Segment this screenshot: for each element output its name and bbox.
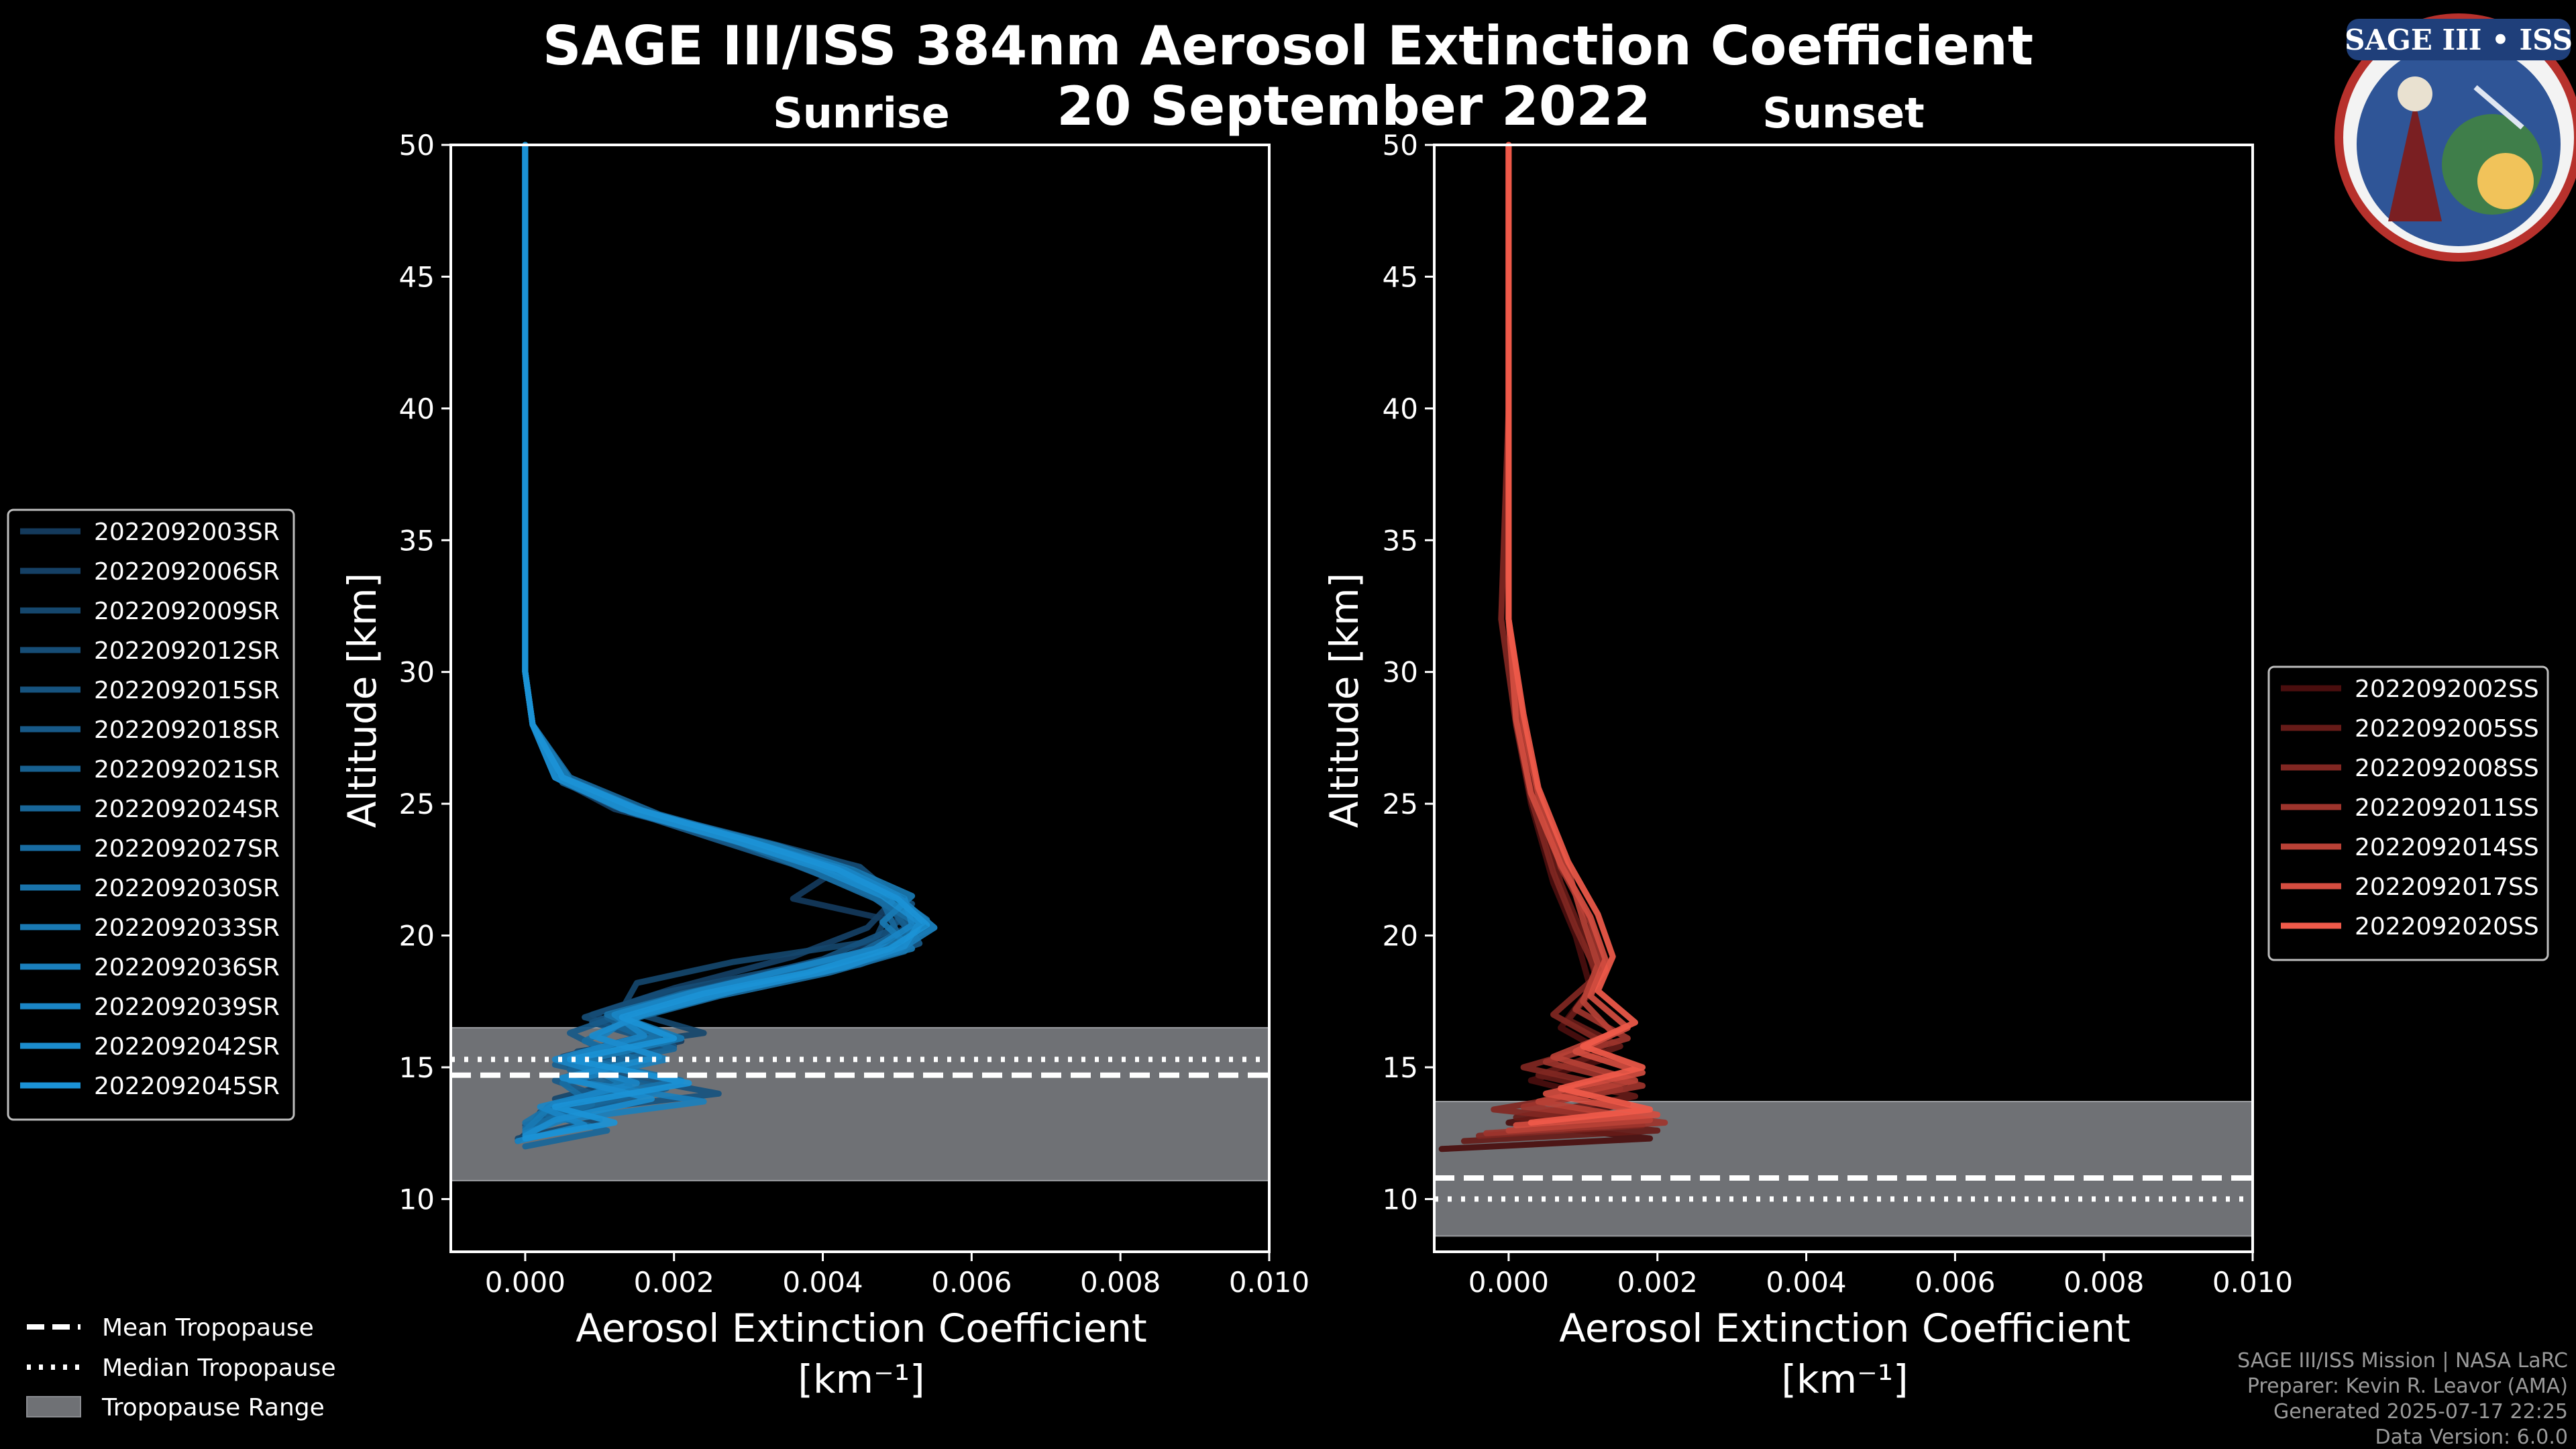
credits: SAGE III/ISS Mission | NASA LaRC Prepare… <box>2237 1349 2568 1449</box>
sunrise-ytick-label: 45 <box>399 260 435 293</box>
sunrise-legend-label: 2022092033SR <box>94 914 280 942</box>
sunset-legend-label: 2022092008SS <box>2355 755 2539 782</box>
sunset-legend-label: 2022092020SS <box>2355 913 2539 941</box>
sunrise-xtick-label: 0.006 <box>931 1266 1012 1299</box>
sunset-axes-frame <box>1433 144 2254 1253</box>
sunrise-xtick-label: 0.002 <box>634 1266 714 1299</box>
sunset-legend: 2022092002SS 2022092005SS 2022092008SS 2022… <box>2267 665 2549 961</box>
sunset-panel: 0.000 0.002 0.004 0.006 0.008 0.010 10 15 20 25 30… <box>1383 129 2294 1299</box>
credit-line-4: Data Version: 6.0.0 <box>2375 1426 2568 1449</box>
sunset-xtick-label: 0.000 <box>1468 1266 1549 1299</box>
logo-figure <box>2388 101 2442 221</box>
logo-figure-head <box>2398 76 2432 111</box>
sunrise-ytick-label: 20 <box>399 920 435 953</box>
sunrise-legend-label: 2022092024SR <box>94 796 280 823</box>
sunset-xtick-label: 0.004 <box>1766 1266 1846 1299</box>
sunset-panel-title: Sunset <box>1762 89 1925 138</box>
sunrise-legend-label: 2022092045SR <box>94 1073 280 1100</box>
sunset-legend-label: 2022092005SS <box>2355 715 2539 743</box>
sunset-xlabel-units: [km⁻¹] <box>1781 1356 1908 1402</box>
sunset-ytick-label: 20 <box>1383 920 1418 953</box>
sunrise-legend-label: 2022092027SR <box>94 835 280 863</box>
sage-logo: SAGE III • ISS <box>2334 13 2576 262</box>
logo-station <box>2473 85 2524 130</box>
tropopause-range-label: Tropopause Range <box>101 1394 325 1421</box>
tropopause-legend: Mean Tropopause Median Tropopause Tropop… <box>26 1314 336 1421</box>
figure-title: SAGE III/ISS 384nm Aerosol Extinction Co… <box>543 15 2033 77</box>
sunrise-xtick-label: 0.004 <box>782 1266 863 1299</box>
sunset-profile-line <box>1505 142 1654 1126</box>
sunrise-xtick-label: 0.008 <box>1080 1266 1161 1299</box>
sunset-xtick-label: 0.006 <box>1915 1266 1995 1299</box>
sunset-ytick-label: 30 <box>1383 656 1418 689</box>
sunset-legend-label: 2022092011SS <box>2355 794 2539 822</box>
sunrise-ytick-label: 30 <box>399 656 435 689</box>
sunrise-legend-label: 2022092009SR <box>94 598 280 625</box>
sunset-ylabel: Altitude [km] <box>1322 573 1367 828</box>
sunrise-ytick-label: 40 <box>399 392 435 425</box>
mean-tropopause-label: Mean Tropopause <box>102 1314 314 1342</box>
sunrise-legend-label: 2022092006SR <box>94 558 280 586</box>
credit-line-3: Generated 2025-07-17 22:25 <box>2273 1400 2568 1424</box>
sunset-xtick-label: 0.010 <box>2212 1266 2293 1299</box>
sunset-ytick-label: 50 <box>1383 129 1418 162</box>
sunset-legend-label: 2022092014SS <box>2355 834 2539 861</box>
sunrise-ytick-label: 35 <box>399 524 435 557</box>
tropopause-range-swatch <box>26 1396 81 1417</box>
sunrise-legend-label: 2022092021SR <box>94 756 280 784</box>
sunset-legend-label: 2022092002SS <box>2355 676 2539 703</box>
sunset-legend-label: 2022092017SS <box>2355 873 2539 901</box>
sunrise-ytick-label: 25 <box>399 788 435 820</box>
sunrise-xlabel-units: [km⁻¹] <box>798 1356 924 1402</box>
sunrise-xtick-label: 0.010 <box>1229 1266 1309 1299</box>
credit-line-2: Preparer: Kevin R. Leavor (AMA) <box>2247 1375 2568 1398</box>
logo-sun <box>2477 153 2534 209</box>
sunrise-ytick-label: 15 <box>399 1051 435 1084</box>
median-tropopause-label: Median Tropopause <box>102 1354 336 1382</box>
sunset-ytick-label: 15 <box>1383 1051 1418 1084</box>
logo-banner <box>2347 19 2571 60</box>
sunset-ytick-label: 25 <box>1383 788 1418 820</box>
sunrise-panel-title: Sunrise <box>773 89 950 138</box>
credit-line-1: SAGE III/ISS Mission | NASA LaRC <box>2237 1349 2568 1373</box>
sunset-ytick-label: 35 <box>1383 524 1418 557</box>
sunrise-ytick-label: 50 <box>399 129 435 162</box>
sunrise-legend-label: 2022092015SR <box>94 677 280 704</box>
sunrise-panel: 0.000 0.002 0.004 0.006 0.008 0.010 10 15 20 25 30… <box>399 129 1310 1299</box>
sunrise-legend-label: 2022092039SR <box>94 994 280 1021</box>
sunrise-legend-label: 2022092042SR <box>94 1033 280 1061</box>
sunrise-axes-frame <box>449 144 1271 1253</box>
sunrise-legend-label: 2022092018SR <box>94 716 280 744</box>
sunrise-profile-line <box>522 142 930 1142</box>
figure-date: 20 September 2022 <box>1057 75 1651 138</box>
sunset-ytick-label: 45 <box>1383 260 1418 293</box>
sunrise-legend-label: 2022092030SR <box>94 875 280 902</box>
sunrise-ylabel: Altitude [km] <box>339 573 385 828</box>
sunrise-ytick-label: 10 <box>399 1183 435 1216</box>
sunset-xlabel: Aerosol Extinction Coefficient <box>1559 1305 2131 1351</box>
sunset-ytick-label: 40 <box>1383 392 1418 425</box>
sunrise-xlabel: Aerosol Extinction Coefficient <box>576 1305 1147 1351</box>
sunrise-legend: 2022092003SR 2022092006SR 2022092009SR 2022… <box>7 508 295 1121</box>
sunrise-legend-label: 2022092036SR <box>94 954 280 981</box>
sunrise-legend-label: 2022092003SR <box>94 519 280 546</box>
sunset-ytick-label: 10 <box>1383 1183 1418 1216</box>
sunrise-xtick-label: 0.000 <box>485 1266 566 1299</box>
sunset-xtick-label: 0.008 <box>2063 1266 2144 1299</box>
sunrise-legend-label: 2022092012SR <box>94 637 280 665</box>
sunset-xtick-label: 0.002 <box>1617 1266 1698 1299</box>
logo-text: SAGE III • ISS <box>2345 23 2573 56</box>
